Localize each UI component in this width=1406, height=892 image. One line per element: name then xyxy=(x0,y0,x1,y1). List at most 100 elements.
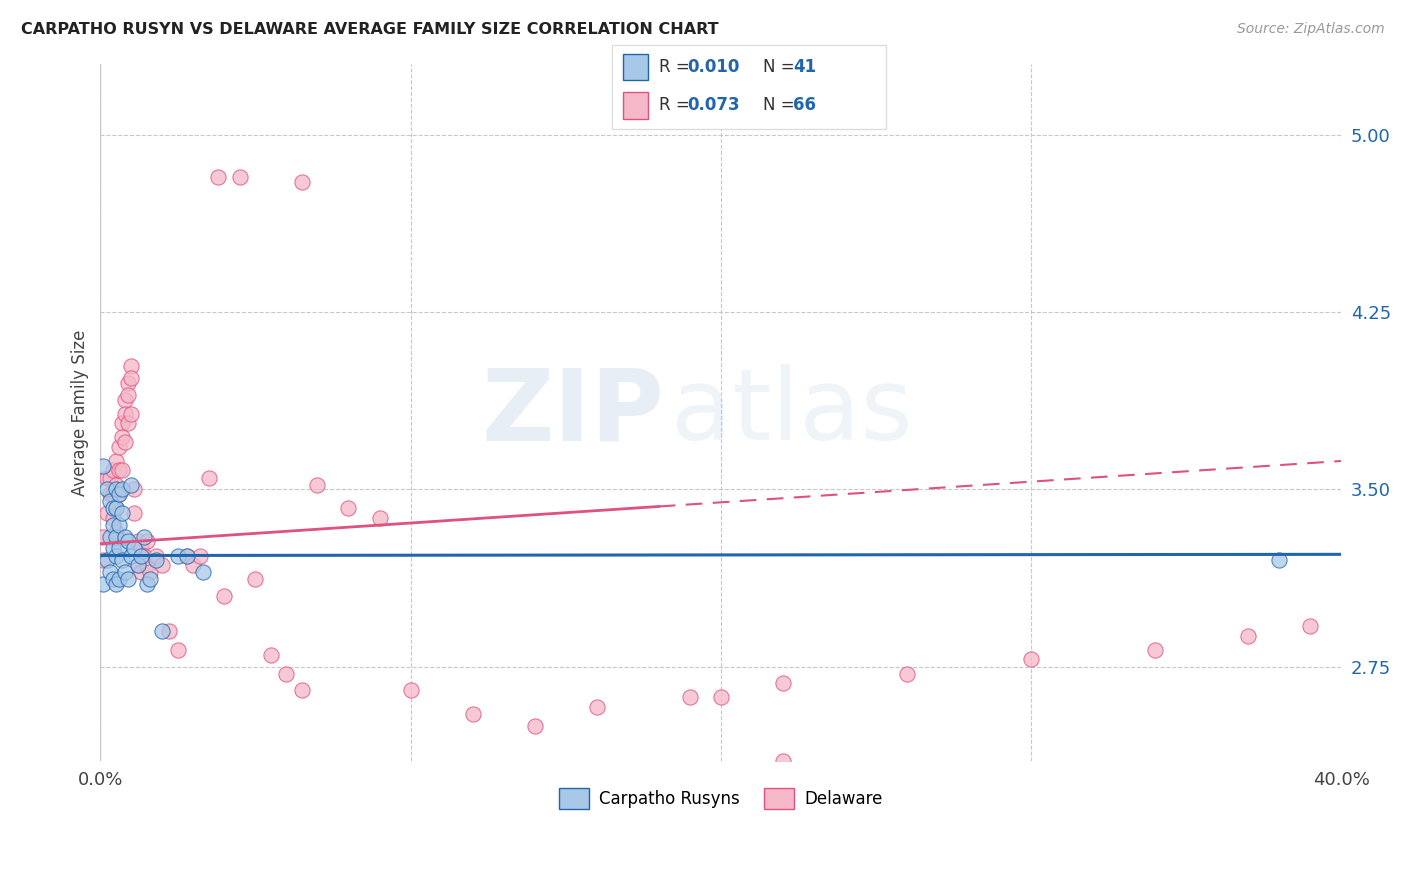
Point xyxy=(104,454,127,468)
Point xyxy=(710,690,733,705)
Point xyxy=(93,530,115,544)
Text: R =: R = xyxy=(659,96,696,114)
Point xyxy=(291,683,314,698)
Point xyxy=(124,506,146,520)
Point xyxy=(104,530,127,544)
Point xyxy=(260,648,283,662)
Point xyxy=(188,549,211,563)
Point xyxy=(104,549,127,563)
Point xyxy=(117,534,139,549)
Point xyxy=(337,501,360,516)
Point xyxy=(461,706,484,721)
Point xyxy=(96,470,118,484)
Point xyxy=(399,683,422,698)
Text: N =: N = xyxy=(763,96,800,114)
Point xyxy=(108,463,131,477)
Point xyxy=(167,643,190,657)
Point xyxy=(120,359,142,374)
Point xyxy=(111,463,134,477)
Text: 0.073: 0.073 xyxy=(688,96,740,114)
Point xyxy=(276,666,298,681)
Point xyxy=(291,175,314,189)
Point xyxy=(108,487,131,501)
Point xyxy=(101,572,124,586)
Point xyxy=(104,577,127,591)
Point xyxy=(114,392,136,407)
Point xyxy=(150,624,173,639)
Point xyxy=(307,477,329,491)
Point xyxy=(93,553,115,567)
Text: 66: 66 xyxy=(793,96,815,114)
Point xyxy=(167,549,190,563)
Point xyxy=(98,494,121,508)
Point xyxy=(111,416,134,430)
Point xyxy=(114,530,136,544)
Point xyxy=(207,170,229,185)
Point xyxy=(98,565,121,579)
Point xyxy=(183,558,205,572)
Point xyxy=(145,549,167,563)
Point xyxy=(96,553,118,567)
Point xyxy=(104,524,127,539)
Point xyxy=(101,463,124,477)
Point xyxy=(585,699,607,714)
Point xyxy=(101,501,124,516)
Text: CARPATHO RUSYN VS DELAWARE AVERAGE FAMILY SIZE CORRELATION CHART: CARPATHO RUSYN VS DELAWARE AVERAGE FAMIL… xyxy=(21,22,718,37)
Point xyxy=(191,565,214,579)
Text: R =: R = xyxy=(659,58,696,76)
Point xyxy=(896,666,918,681)
Point xyxy=(104,483,127,497)
Point xyxy=(117,572,139,586)
Point xyxy=(108,572,131,586)
Point xyxy=(176,549,198,563)
Point xyxy=(101,487,124,501)
Point xyxy=(1019,652,1042,666)
Point xyxy=(101,541,124,556)
Point xyxy=(129,541,152,556)
Point xyxy=(132,530,155,544)
Text: atlas: atlas xyxy=(671,364,912,461)
Point xyxy=(104,501,127,516)
Point xyxy=(139,572,162,586)
Point xyxy=(1237,629,1260,643)
Legend: Carpatho Rusyns, Delaware: Carpatho Rusyns, Delaware xyxy=(553,781,890,815)
Point xyxy=(93,458,115,473)
Point xyxy=(127,534,149,549)
Text: N =: N = xyxy=(763,58,800,76)
Text: 41: 41 xyxy=(793,58,815,76)
Point xyxy=(368,510,391,524)
Point xyxy=(117,416,139,430)
Point xyxy=(98,470,121,484)
Point xyxy=(145,553,167,567)
Point xyxy=(120,549,142,563)
Point xyxy=(198,470,221,484)
Point xyxy=(157,624,180,639)
Point xyxy=(129,565,152,579)
Point xyxy=(132,549,155,563)
Point xyxy=(120,407,142,421)
Point xyxy=(679,690,702,705)
Point xyxy=(104,477,127,491)
Text: 0.010: 0.010 xyxy=(688,58,740,76)
Text: Source: ZipAtlas.com: Source: ZipAtlas.com xyxy=(1237,22,1385,37)
Point xyxy=(111,483,134,497)
Point xyxy=(111,430,134,444)
Point xyxy=(120,371,142,385)
Point xyxy=(135,534,157,549)
Point xyxy=(135,558,157,572)
Point xyxy=(108,541,131,556)
Point xyxy=(98,530,121,544)
Point xyxy=(93,577,115,591)
Point xyxy=(229,170,252,185)
Point xyxy=(150,558,173,572)
Point xyxy=(96,483,118,497)
Point xyxy=(117,376,139,390)
Point xyxy=(104,501,127,516)
Point xyxy=(98,487,121,501)
Text: ZIP: ZIP xyxy=(482,364,665,461)
Point xyxy=(523,718,546,732)
Point xyxy=(108,440,131,454)
Point xyxy=(111,506,134,520)
Point xyxy=(117,388,139,402)
Point xyxy=(214,589,236,603)
